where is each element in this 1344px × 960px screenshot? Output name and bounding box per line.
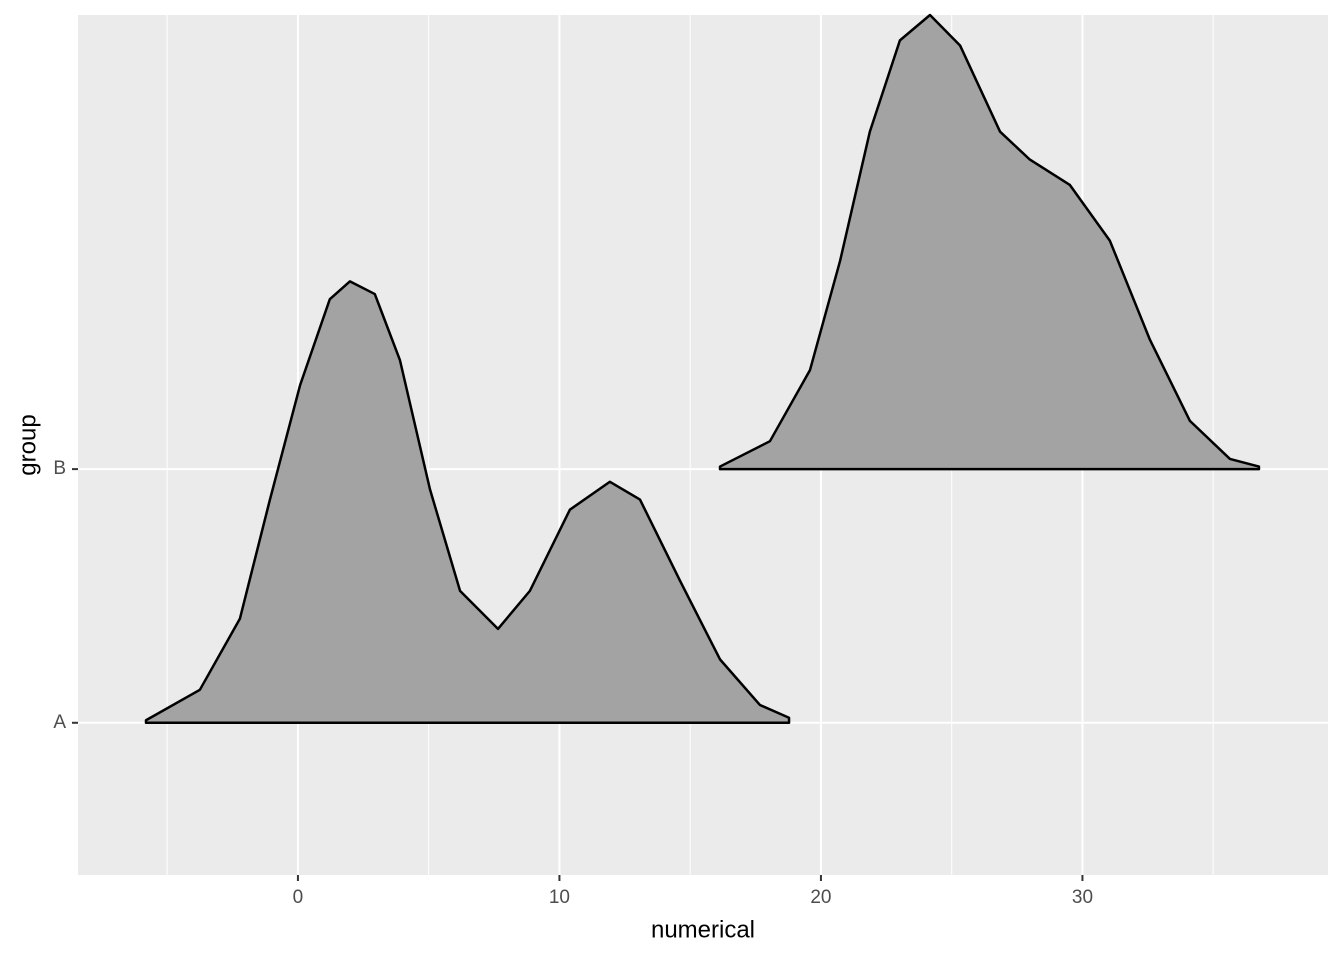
y-axis-title: group <box>14 414 41 475</box>
ridge <box>718 13 1261 471</box>
x-tick-label: 10 <box>549 887 570 908</box>
y-tick-label: A <box>53 712 66 733</box>
y-tick-label: B <box>53 458 66 479</box>
x-tick-label: 0 <box>293 887 304 908</box>
ridge <box>144 280 791 725</box>
x-axis-title: numerical <box>651 916 755 943</box>
x-tick-label: 20 <box>810 887 831 908</box>
x-tick-label: 30 <box>1072 887 1093 908</box>
